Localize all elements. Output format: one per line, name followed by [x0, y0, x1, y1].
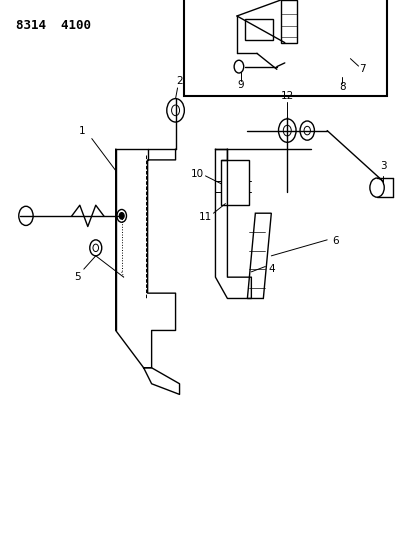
Polygon shape — [247, 213, 271, 298]
Text: 1: 1 — [79, 126, 85, 135]
Bar — [245, 19, 273, 40]
Polygon shape — [281, 0, 297, 43]
Text: 9: 9 — [237, 80, 244, 90]
Bar — [184, 0, 387, 96]
Text: 7: 7 — [359, 64, 366, 74]
Text: 4: 4 — [268, 264, 275, 274]
Bar — [221, 160, 249, 205]
Text: 10: 10 — [191, 169, 204, 179]
Text: 11: 11 — [199, 213, 212, 222]
Text: 3: 3 — [380, 161, 386, 171]
Text: 8: 8 — [339, 83, 346, 92]
Text: 8314  4100: 8314 4100 — [16, 19, 91, 31]
Text: 5: 5 — [75, 272, 81, 282]
Text: 6: 6 — [332, 236, 338, 246]
Text: 12: 12 — [280, 91, 294, 101]
Circle shape — [119, 213, 124, 219]
Text: 2: 2 — [176, 76, 183, 86]
